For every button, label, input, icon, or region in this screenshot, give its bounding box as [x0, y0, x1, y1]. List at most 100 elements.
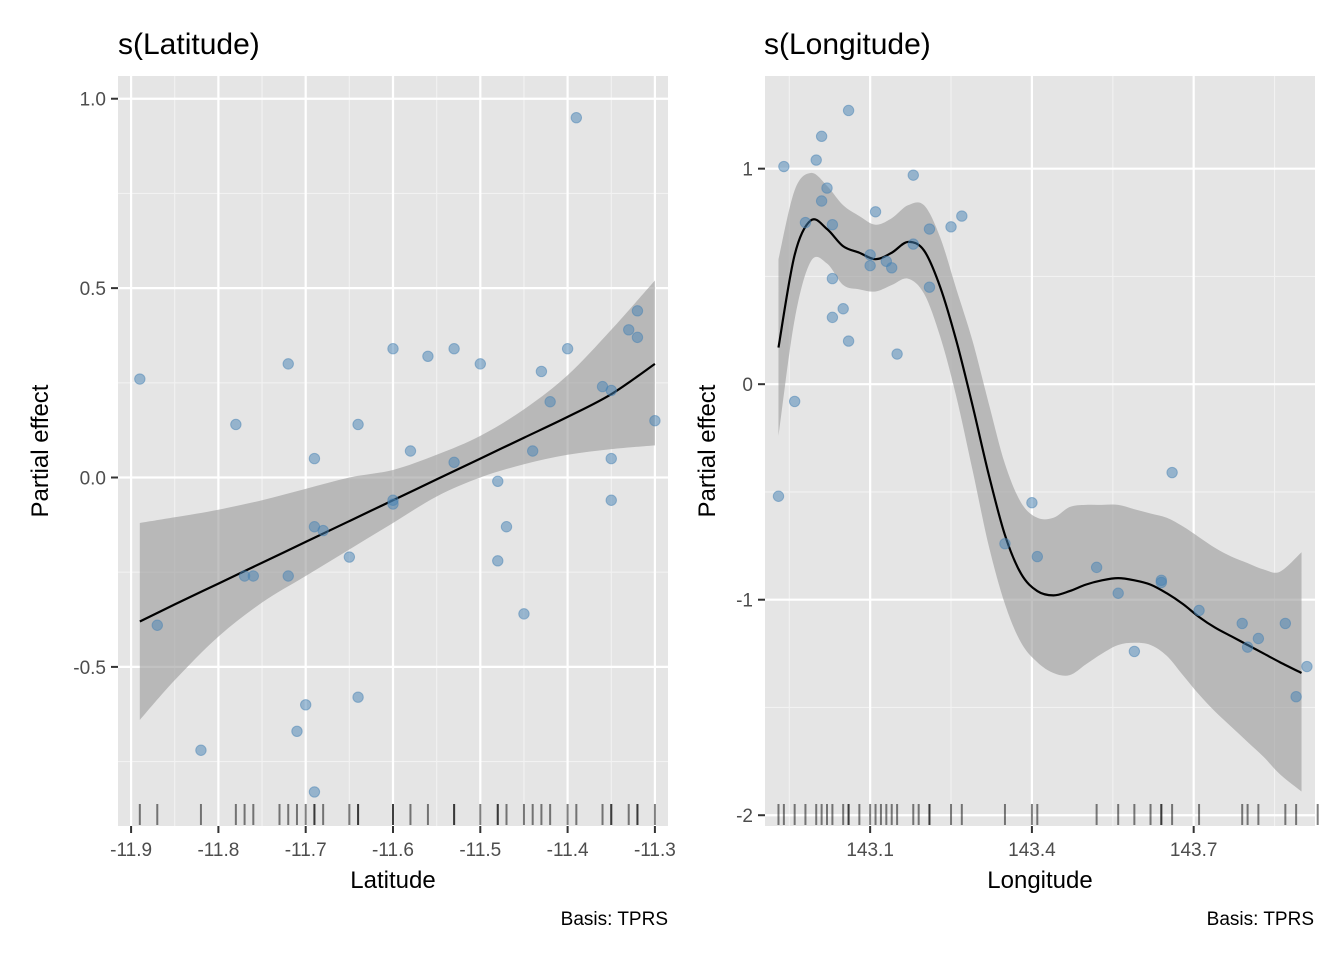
data-point: [291, 725, 303, 738]
data-point: [788, 395, 801, 408]
data-point: [1290, 690, 1302, 703]
panel-title-longitude: s(Longitude): [764, 28, 931, 61]
data-point: [299, 699, 312, 711]
data-point: [907, 238, 919, 250]
data-point: [561, 343, 574, 355]
x-tick-label: 143.4: [1008, 840, 1056, 861]
data-point: [815, 195, 828, 207]
data-point: [474, 358, 487, 370]
data-point: [544, 396, 556, 408]
data-point: [282, 570, 294, 582]
y-axis-latitude: 1.0 0.5 0.0 -0.5: [73, 90, 118, 679]
data-point: [1301, 660, 1313, 673]
data-point: [826, 311, 839, 324]
data-point: [886, 262, 898, 274]
data-point: [492, 555, 504, 567]
data-point: [352, 691, 364, 703]
y-tick-label: 0.0: [80, 469, 106, 490]
confidence-band-longitude: [778, 172, 1302, 792]
points-latitude: [134, 111, 661, 798]
y-axis-longitude: 1 0 -1 -2: [736, 160, 765, 827]
data-point: [1252, 632, 1265, 645]
data-point: [945, 221, 957, 233]
data-point: [535, 365, 548, 378]
data-point: [317, 524, 329, 537]
data-point: [1031, 550, 1044, 563]
smooth-line-longitude: [777, 218, 1303, 674]
data-point: [631, 305, 644, 317]
data-point: [526, 445, 539, 457]
data-point: [387, 498, 399, 510]
data-point: [907, 169, 919, 181]
data-point: [999, 537, 1011, 550]
x-axis-title-longitude: Longitude: [987, 867, 1092, 894]
data-point: [308, 786, 321, 798]
y-tick-label: 1: [742, 160, 753, 181]
data-point: [1112, 587, 1124, 599]
data-point: [778, 160, 790, 173]
data-point: [869, 206, 882, 218]
y-tick-label: 0: [742, 375, 753, 396]
x-tick-label: 143.1: [846, 840, 894, 861]
panel-title-latitude: s(Latitude): [118, 28, 260, 61]
x-tick-label: -11.8: [197, 840, 239, 861]
data-point: [815, 130, 828, 143]
x-tick-label: -11.9: [110, 840, 152, 861]
data-point: [631, 331, 644, 344]
data-point: [1090, 561, 1103, 574]
confidence-band: [778, 172, 1302, 792]
caption-latitude: Basis: TPRS: [561, 909, 668, 930]
data-point: [1193, 604, 1205, 617]
data-point: [308, 452, 321, 465]
data-point: [1236, 617, 1248, 630]
data-point: [864, 249, 876, 261]
y-tick-label: 0.5: [80, 279, 106, 300]
rug-longitude: [777, 804, 1319, 825]
y-tick-label: -0.5: [73, 658, 106, 679]
data-point: [422, 350, 434, 363]
data-point: [923, 223, 936, 235]
data-point: [247, 570, 260, 582]
x-tick-label: -11.6: [372, 840, 414, 861]
data-point: [605, 384, 617, 397]
x-tick-label: 143.7: [1170, 840, 1218, 861]
data-point: [448, 456, 460, 469]
data-point: [623, 324, 635, 336]
data-point: [1166, 466, 1178, 479]
data-point: [826, 219, 839, 231]
data-point: [810, 154, 822, 166]
data-point: [1128, 645, 1141, 658]
data-point: [448, 343, 460, 355]
panel-latitude: s(Latitude) -11.9 -11.8 -11.7 -11.6 -11.5 -11…: [27, 28, 676, 930]
data-point: [826, 272, 839, 285]
data-point: [492, 475, 504, 488]
data-point: [1155, 574, 1168, 587]
data-point: [821, 182, 833, 194]
data-point: [404, 445, 417, 457]
data-point: [842, 104, 855, 117]
data-point: [500, 521, 513, 533]
data-point: [923, 281, 936, 293]
y-tick-label: 1.0: [80, 90, 106, 111]
data-point: [605, 494, 617, 506]
data-point: [799, 216, 812, 229]
data-point: [195, 744, 207, 756]
data-point: [151, 619, 163, 631]
data-point: [570, 111, 583, 124]
fitted-smooth-line: [777, 218, 1303, 674]
data-point: [387, 343, 399, 355]
data-point: [352, 418, 364, 431]
data-point: [605, 452, 617, 465]
data-point: [282, 358, 294, 370]
panel-longitude: s(Longitude) 143.1 143.4 143.7 1 0 -1 -2 Long…: [694, 28, 1319, 930]
data-point: [134, 373, 146, 385]
x-axis-longitude: 143.1 143.4 143.7: [846, 826, 1217, 861]
data-point: [772, 490, 785, 502]
data-point: [1279, 617, 1292, 630]
data-point: [842, 335, 855, 347]
y-axis-title-latitude: Partial effect: [27, 384, 54, 517]
data-point: [230, 418, 242, 431]
x-tick-label: -11.4: [547, 840, 589, 861]
y-axis-title-longitude: Partial effect: [694, 384, 721, 517]
